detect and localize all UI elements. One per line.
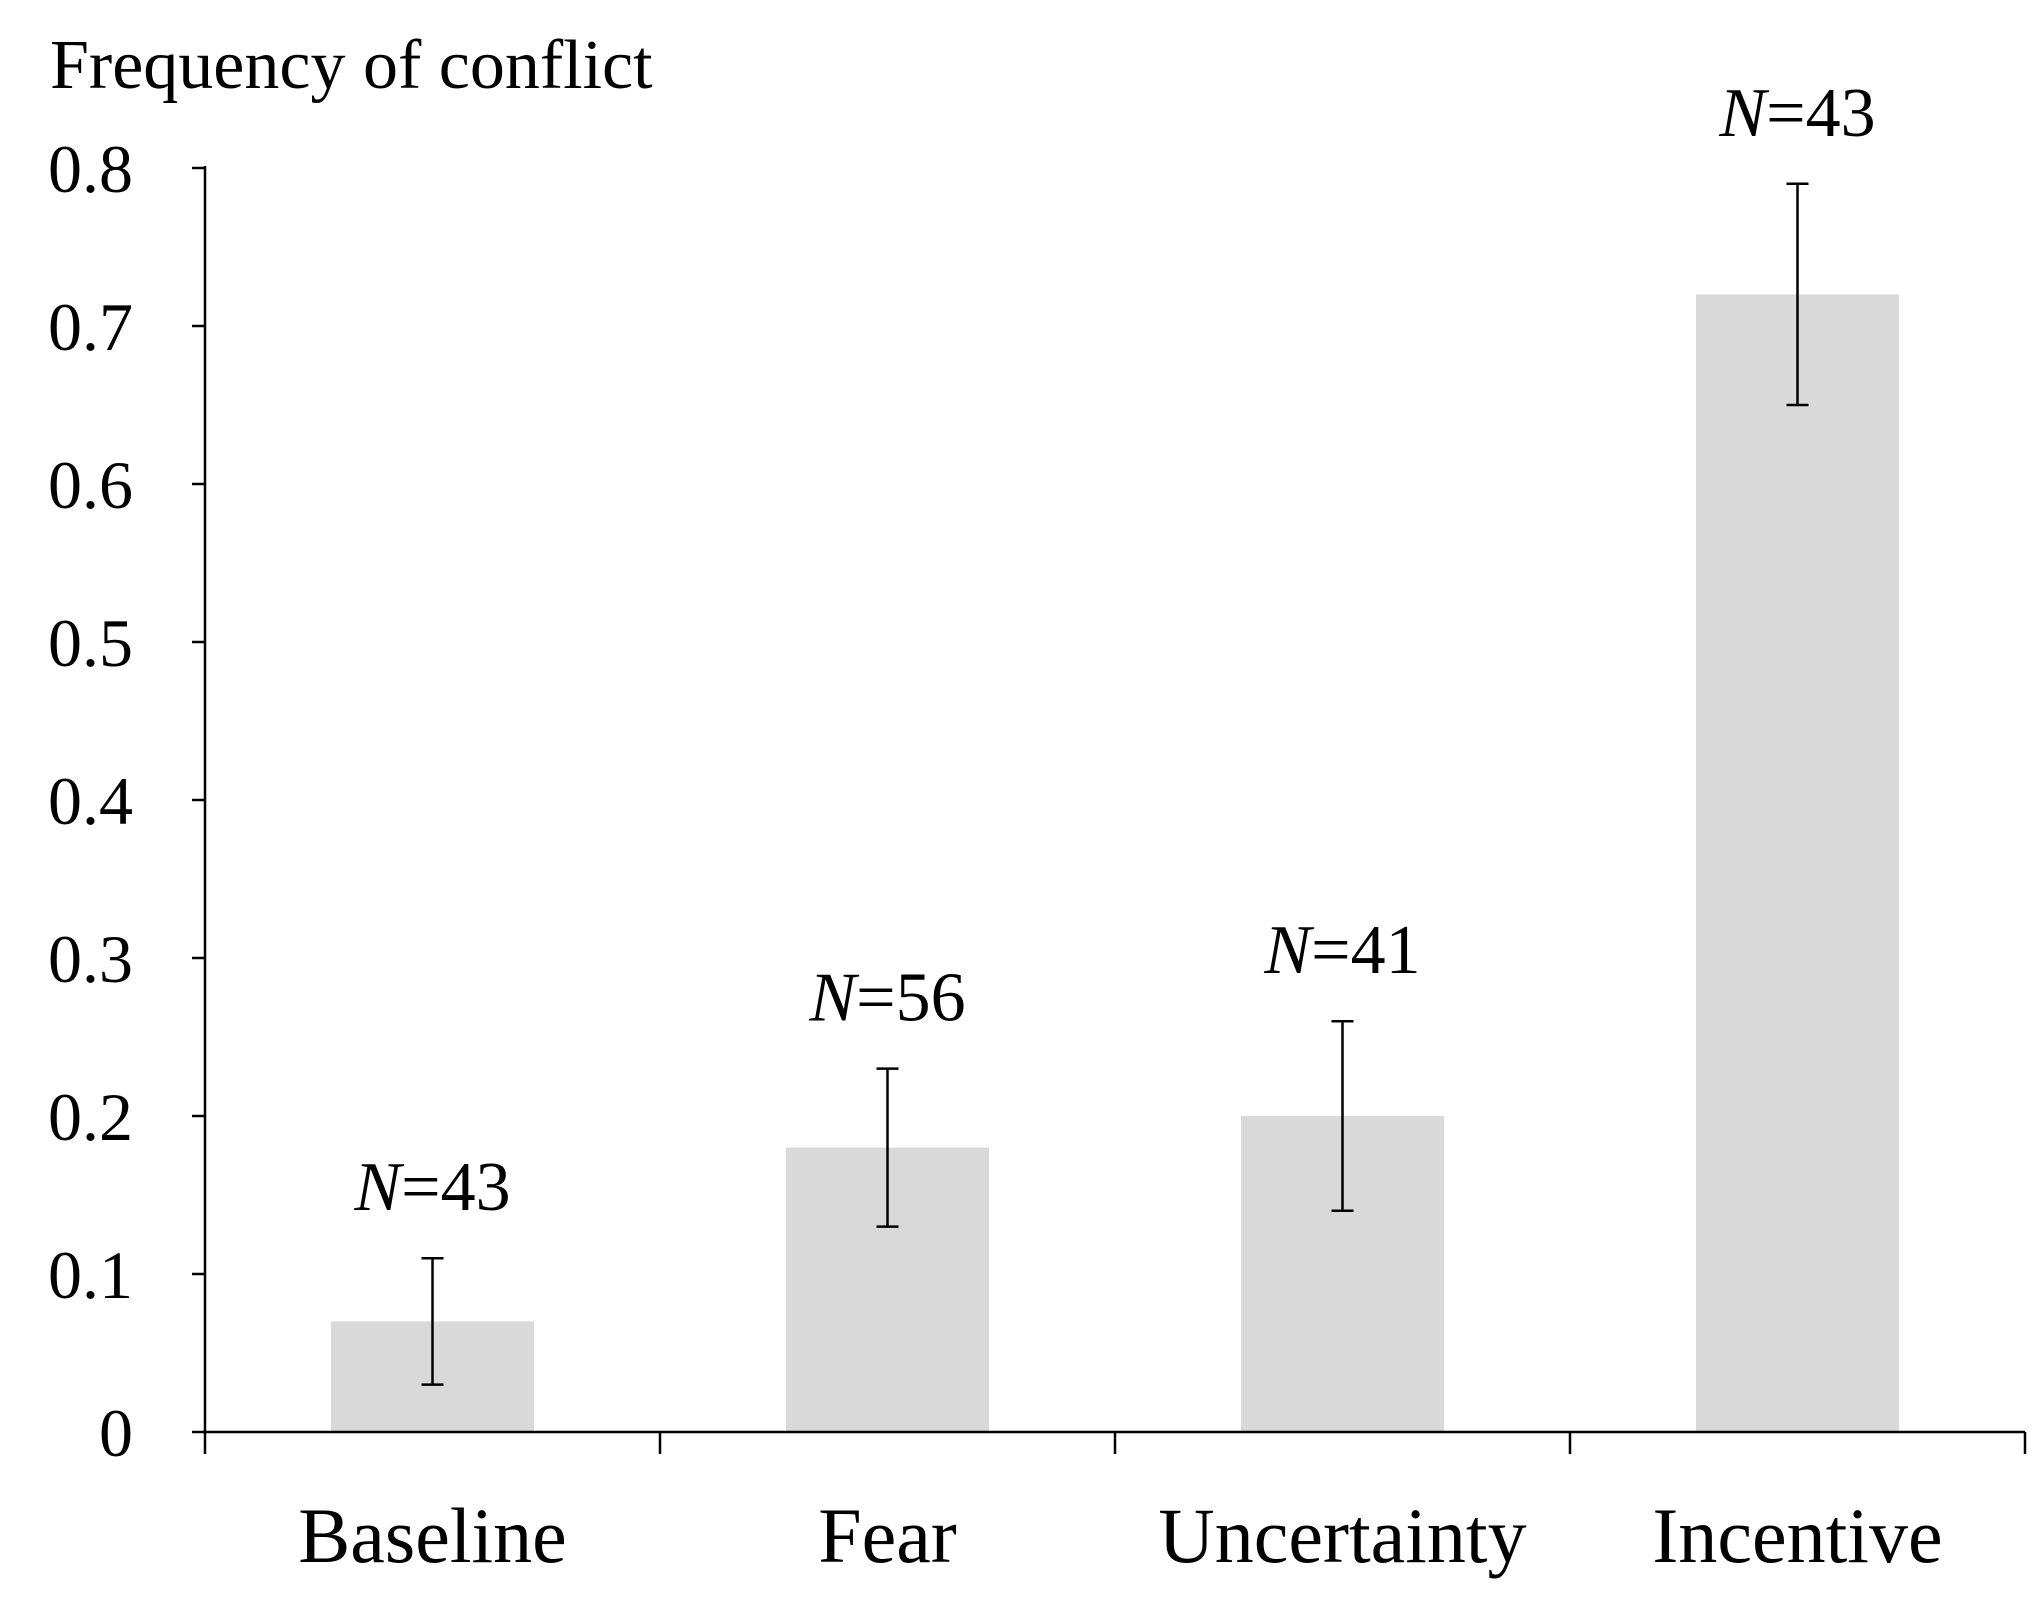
y-tick-label: 0.2: [48, 1079, 133, 1155]
sample-size-label: N=41: [1263, 912, 1420, 989]
bars-layer: [331, 294, 1899, 1432]
x-tick-label: Uncertainty: [1158, 1492, 1526, 1579]
sample-size-label: N=43: [353, 1149, 510, 1226]
y-axis-title: Frequency of conflict: [50, 27, 653, 104]
y-tick-label: 0.7: [48, 289, 133, 365]
sample-size-label: N=43: [1718, 75, 1875, 152]
x-tick-label: Fear: [818, 1492, 957, 1579]
error-bar-baseline: [421, 1256, 444, 1386]
y-tick-label: 0.4: [48, 763, 133, 839]
y-tick-label: 0.6: [48, 447, 133, 523]
bar-incentive: [1696, 294, 1899, 1432]
x-tick-label: Baseline: [298, 1492, 567, 1579]
error-bar-fear: [876, 1067, 899, 1228]
error-bar-uncertainty: [1331, 1019, 1354, 1213]
error-bars-layer: [421, 182, 1809, 1386]
sample-size-label: N=56: [808, 960, 965, 1037]
axes-layer: 0 0.1 0.2 0.3 0.4 0.5 0.6 0.7 0.8: [48, 131, 2027, 1471]
y-tick-label: 0.8: [48, 131, 133, 207]
y-tick-label: 0: [99, 1395, 133, 1471]
y-tick-label: 0.1: [48, 1237, 133, 1313]
y-tick-label: 0.5: [48, 605, 133, 681]
y-tick-label: 0.3: [48, 921, 133, 997]
x-tick-label: Incentive: [1652, 1492, 1942, 1579]
error-bar-incentive: [1786, 182, 1809, 407]
labels-layer: Baseline Fear Uncertainty Incentive N=43 N=56…: [298, 75, 1942, 1579]
